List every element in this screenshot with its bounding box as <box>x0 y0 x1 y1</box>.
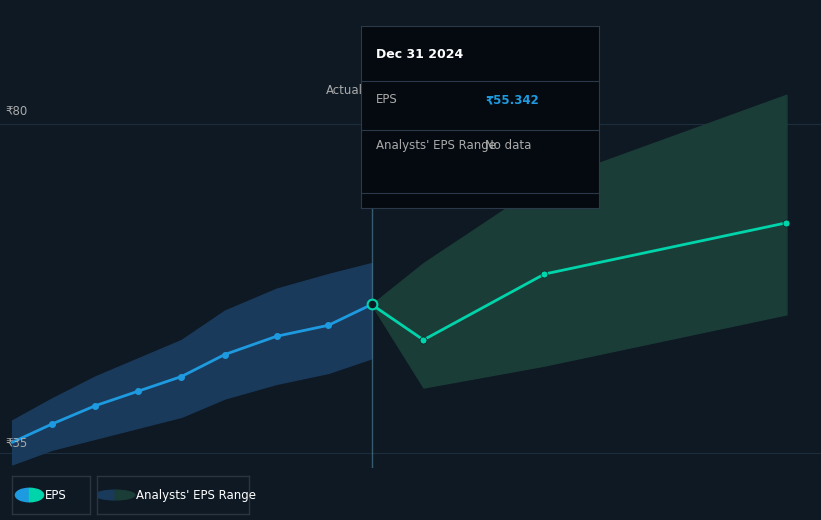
Text: EPS: EPS <box>375 94 397 107</box>
Text: Analysts Forecasts: Analysts Forecasts <box>380 84 490 97</box>
Text: EPS: EPS <box>45 489 67 501</box>
Text: ₹55.342: ₹55.342 <box>485 94 539 107</box>
Text: Analysts' EPS Range: Analysts' EPS Range <box>136 489 256 501</box>
Text: ₹80: ₹80 <box>5 105 27 118</box>
Wedge shape <box>30 488 44 502</box>
Wedge shape <box>115 490 135 500</box>
Wedge shape <box>16 488 30 502</box>
Text: ₹35: ₹35 <box>5 437 27 450</box>
Text: Actual: Actual <box>326 84 363 97</box>
Wedge shape <box>95 490 115 500</box>
Text: Analysts' EPS Range: Analysts' EPS Range <box>375 139 496 152</box>
Text: Dec 31 2024: Dec 31 2024 <box>375 48 463 61</box>
Text: No data: No data <box>485 139 531 152</box>
